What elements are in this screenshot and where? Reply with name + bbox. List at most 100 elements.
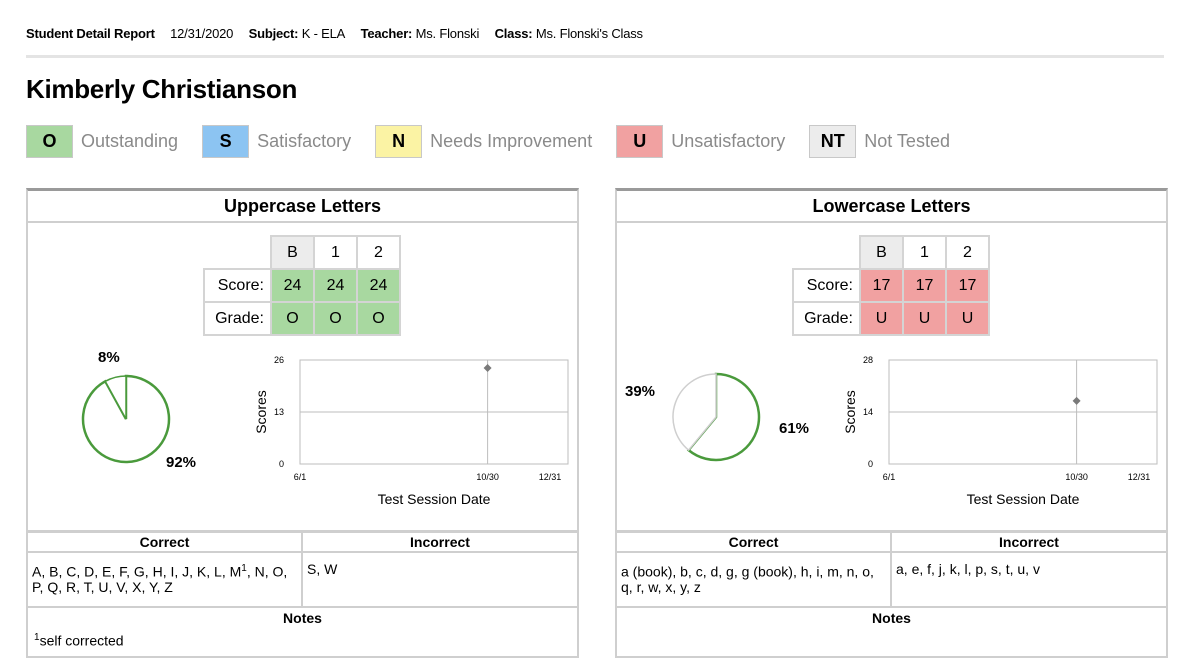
grade-label: Grade: bbox=[203, 301, 272, 336]
class-value: Ms. Flonski's Class bbox=[535, 26, 643, 41]
x-tick-label: 10/30 bbox=[1065, 472, 1088, 482]
legend-item-unsatisfactory: U Unsatisfactory bbox=[616, 125, 785, 158]
pie-chart bbox=[672, 372, 761, 462]
col-header-2: 2 bbox=[945, 235, 990, 270]
subject-value: K - ELA bbox=[301, 26, 346, 41]
score-cell: 17 bbox=[945, 268, 990, 303]
letters-section: Correct Incorrect A, B, C, D, E, F, G, H… bbox=[28, 530, 577, 661]
grade-cell: O bbox=[313, 301, 358, 336]
data-point bbox=[1072, 396, 1081, 405]
grade-legend: O Outstanding S Satisfactory N Needs Imp… bbox=[26, 125, 974, 158]
panel-title: Lowercase Letters bbox=[617, 191, 1166, 223]
col-header-b: B bbox=[859, 235, 904, 270]
score-cell: 24 bbox=[270, 268, 315, 303]
x-tick-label: 10/30 bbox=[476, 472, 499, 482]
correct-header: Correct bbox=[617, 530, 892, 553]
pie-large-pct: 61% bbox=[779, 420, 810, 437]
y-tick-label: 0 bbox=[868, 459, 873, 469]
x-axis-label: Test Session Date bbox=[967, 491, 1080, 507]
grade-cell: U bbox=[859, 301, 904, 336]
x-tick-label: 12/31 bbox=[539, 472, 562, 482]
student-name: Kimberly Christianson bbox=[26, 74, 298, 104]
legend-code-o: O bbox=[26, 125, 73, 158]
note-text: self corrected bbox=[39, 632, 124, 649]
x-tick-label: 6/1 bbox=[883, 472, 896, 482]
legend-label-u: Unsatisfactory bbox=[671, 131, 786, 151]
grade-cell: U bbox=[902, 301, 947, 336]
class-label: Class: bbox=[494, 26, 533, 41]
col-header-2: 2 bbox=[356, 235, 401, 270]
x-axis-label: Test Session Date bbox=[378, 491, 491, 507]
correct-letters: a (book), b, c, d, g, g (book), h, i, m,… bbox=[617, 551, 892, 606]
panel-uppercase: Uppercase Letters B 1 2 Score: 24 24 24 … bbox=[26, 188, 579, 658]
data-point bbox=[483, 364, 492, 372]
correct-line1: A, B, C, D, E, F, G, H, I, J, K, L, M bbox=[32, 563, 242, 580]
score-cell: 24 bbox=[356, 268, 401, 303]
col-header-1: 1 bbox=[313, 235, 358, 270]
score-cell: 17 bbox=[902, 268, 947, 303]
header-divider bbox=[26, 55, 1164, 58]
table-corner bbox=[792, 235, 861, 270]
correct-letters: A, B, C, D, E, F, G, H, I, J, K, L, M1, … bbox=[28, 551, 303, 606]
pie-slice-small bbox=[672, 373, 717, 452]
panel-lowercase: Lowercase Letters B 1 2 Score: 17 17 17 … bbox=[615, 188, 1168, 658]
y-tick-label: 26 bbox=[274, 356, 284, 365]
x-tick-label: 6/1 bbox=[294, 472, 307, 482]
y-tick-label: 13 bbox=[274, 407, 284, 417]
score-cell: 17 bbox=[859, 268, 904, 303]
legend-item-outstanding: O Outstanding bbox=[26, 125, 178, 158]
col-header-b: B bbox=[270, 235, 315, 270]
y-axis-label: Scores bbox=[253, 390, 269, 434]
y-axis-label: Scores bbox=[842, 390, 858, 434]
subject-label: Subject: bbox=[248, 26, 299, 41]
y-tick-label: 0 bbox=[279, 459, 284, 469]
legend-code-s: S bbox=[202, 125, 250, 158]
panel-title: Uppercase Letters bbox=[28, 191, 577, 223]
legend-code-u: U bbox=[616, 125, 664, 158]
note-marker: 1 bbox=[34, 631, 40, 643]
grade-cell: O bbox=[270, 301, 315, 336]
legend-label-nt: Not Tested bbox=[864, 131, 950, 151]
pie-small-pct: 8% bbox=[98, 349, 120, 366]
correct-line2: q, r, w, x, y, z bbox=[621, 579, 701, 596]
pie-slice-small bbox=[104, 375, 127, 420]
score-cell: 24 bbox=[313, 268, 358, 303]
score-label: Score: bbox=[203, 268, 272, 303]
teacher-value: Ms. Flonski bbox=[415, 26, 480, 41]
table-corner bbox=[203, 235, 272, 270]
notes-body bbox=[617, 628, 1166, 661]
footnote-marker: 1 bbox=[241, 562, 247, 574]
grade-cell: O bbox=[356, 301, 401, 336]
notes-header: Notes bbox=[28, 605, 577, 628]
grade-label: Grade: bbox=[792, 301, 861, 336]
incorrect-letters: S, W bbox=[307, 560, 338, 577]
x-tick-label: 12/31 bbox=[1128, 472, 1151, 482]
pie-slice-large bbox=[686, 372, 761, 462]
report-title: Student Detail Report bbox=[26, 26, 155, 41]
notes-header: Notes bbox=[617, 605, 1166, 628]
score-label: Score: bbox=[792, 268, 861, 303]
score-chart: 0 13 26 6/1 10/30 12/31 Scores Test Session Dat… bbox=[253, 356, 569, 507]
pie-small-pct: 39% bbox=[625, 383, 656, 400]
legend-item-satisfactory: S Satisfactory bbox=[202, 125, 351, 158]
incorrect-header: Incorrect bbox=[891, 530, 1166, 553]
y-tick-label: 14 bbox=[863, 407, 873, 417]
legend-item-needs-improvement: N Needs Improvement bbox=[375, 125, 592, 158]
legend-label-n: Needs Improvement bbox=[430, 131, 593, 151]
correct-line1-end: , N, O, bbox=[246, 563, 288, 580]
pie-chart bbox=[81, 374, 171, 464]
pie-large-pct: 92% bbox=[166, 454, 197, 471]
report-date: 12/31/2020 bbox=[170, 26, 234, 41]
teacher-label: Teacher: bbox=[360, 26, 413, 41]
legend-label-o: Outstanding bbox=[81, 131, 179, 151]
correct-line2: P, Q, R, T, U, V, X, Y, Z bbox=[32, 579, 173, 596]
correct-header: Correct bbox=[28, 530, 303, 553]
notes-body: 1self corrected bbox=[28, 628, 577, 661]
incorrect-header: Incorrect bbox=[302, 530, 577, 553]
legend-code-n: N bbox=[375, 125, 423, 158]
y-tick-label: 28 bbox=[863, 356, 873, 365]
incorrect-letters: a, e, f, j, k, l, p, s, t, u, v bbox=[896, 560, 1040, 577]
legend-label-s: Satisfactory bbox=[257, 131, 352, 151]
report-header: Student Detail Report 12/31/2020 Subject… bbox=[26, 26, 643, 41]
legend-item-not-tested: NT Not Tested bbox=[809, 125, 950, 158]
